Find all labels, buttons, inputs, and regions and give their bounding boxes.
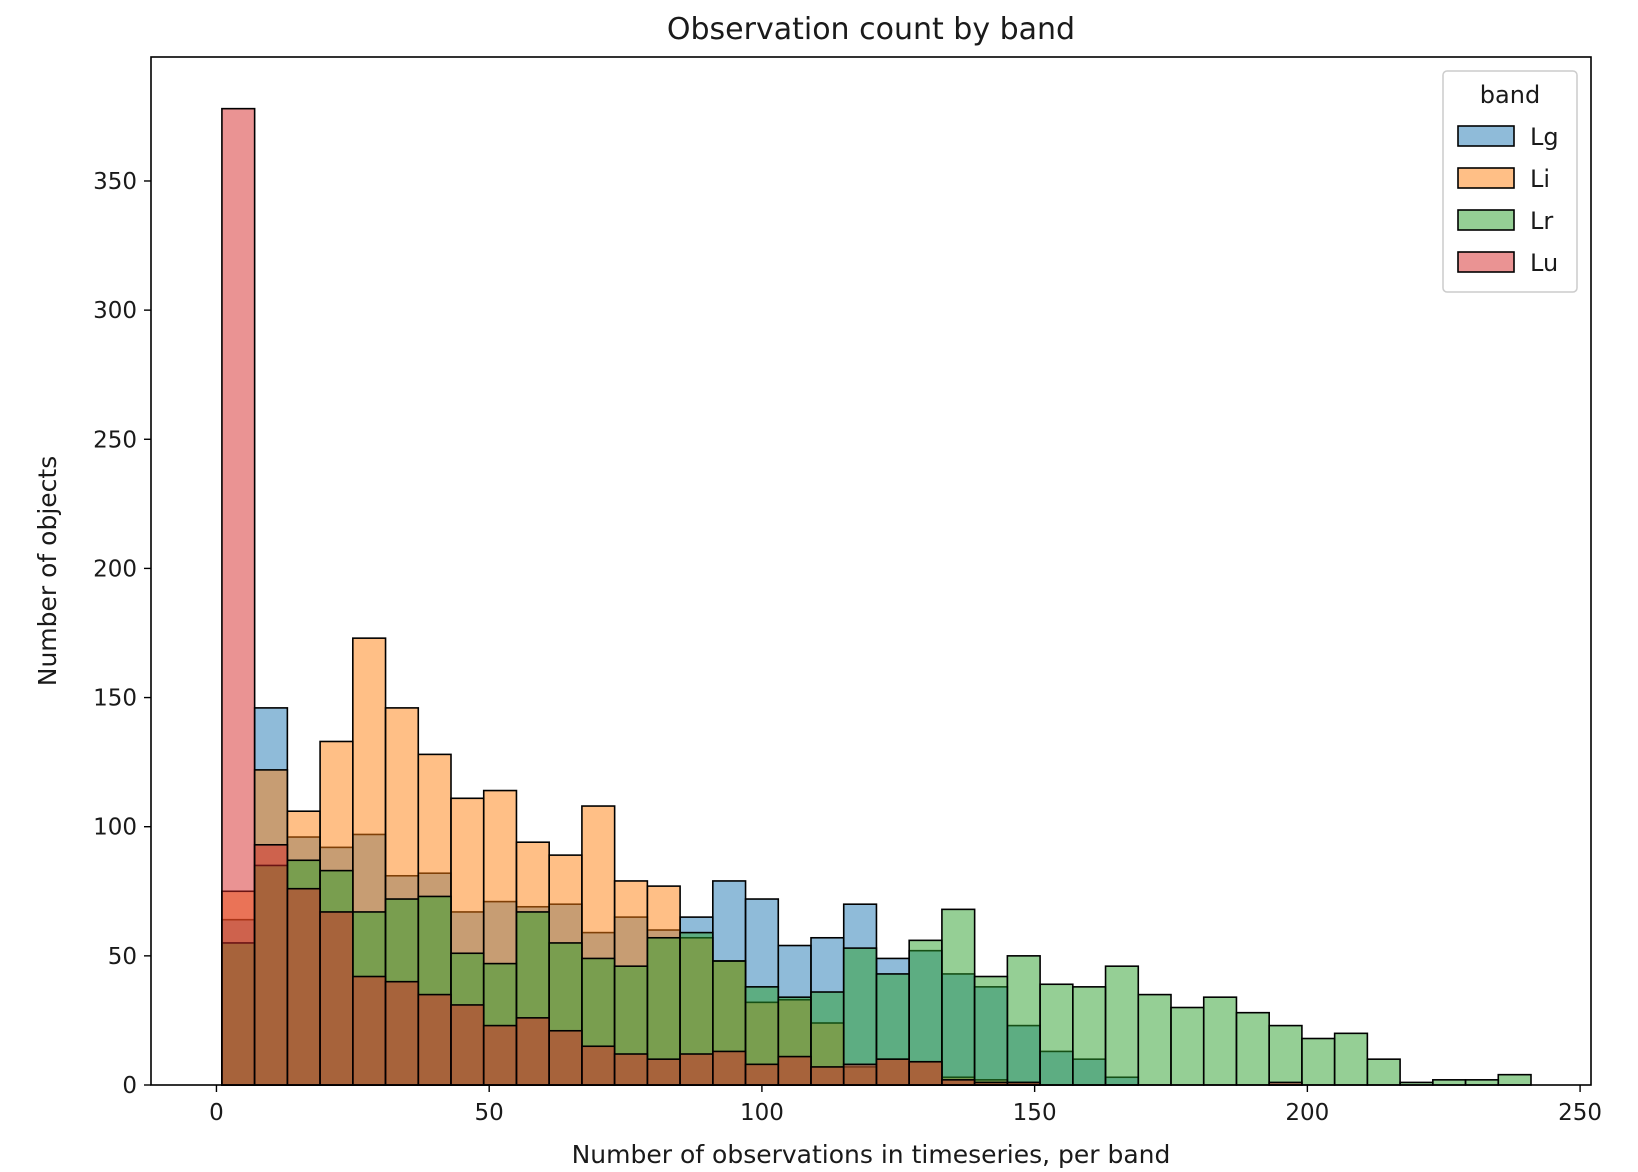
- bar-lu: [482, 1024, 518, 1086]
- legend-title: band: [1480, 81, 1540, 109]
- bar-lr: [1170, 1006, 1205, 1086]
- bar-lu: [417, 993, 452, 1086]
- bar-lr: [1137, 993, 1172, 1086]
- x-axis-label: Number of observations in timeseries, pe…: [572, 1140, 1171, 1169]
- y-tick-label: 150: [93, 686, 137, 712]
- bar-lr: [1268, 1024, 1303, 1086]
- legend-items: Lg Li Lr Lu: [1457, 123, 1559, 277]
- y-tick-label: 0: [122, 1073, 137, 1099]
- bar-lu: [712, 1050, 747, 1086]
- bar-lr: [941, 908, 976, 1086]
- bar-lu: [581, 1045, 616, 1086]
- bar-lu: [777, 1055, 812, 1086]
- legend-label-lg: Lg: [1530, 123, 1559, 151]
- bar-lu: [286, 887, 321, 1086]
- bar-lr: [1235, 1011, 1270, 1086]
- bar-lu: [744, 1063, 780, 1086]
- x-tick-label: 0: [209, 1100, 224, 1126]
- bar-lu: [613, 1053, 649, 1086]
- bar-lr: [1366, 1058, 1401, 1086]
- histogram-bars: [221, 107, 1532, 1086]
- legend-swatch-lr: [1457, 209, 1515, 231]
- plot-frame: [150, 56, 1592, 1086]
- legend-swatch-lu: [1457, 251, 1515, 273]
- bar-lu: [253, 843, 289, 1086]
- bar-lr: [1072, 986, 1107, 1086]
- bar-lu: [842, 1063, 878, 1086]
- bar-lr: [1039, 983, 1074, 1086]
- bar-lr: [1006, 955, 1041, 1086]
- legend-label-lu: Lu: [1530, 249, 1558, 277]
- bar-lr: [973, 975, 1009, 1086]
- bar-lr: [842, 947, 878, 1086]
- y-axis-label: Number of objects: [33, 456, 62, 686]
- y-tick-label: 350: [93, 169, 137, 195]
- legend-label-lr: Lr: [1530, 207, 1553, 235]
- legend: band Lg Li Lr Lu: [1442, 70, 1578, 293]
- y-axis-ticks: 0 50 100 150 200 250 300 350: [93, 169, 151, 1099]
- x-tick-label: 200: [1285, 1100, 1329, 1126]
- y-tick-label: 250: [93, 427, 137, 453]
- bar-lu: [515, 1017, 550, 1086]
- legend-swatch-lg: [1457, 125, 1515, 147]
- bar-lu: [908, 1060, 943, 1086]
- y-tick-label: 50: [108, 944, 137, 970]
- bar-lu: [810, 1066, 845, 1086]
- bar-lr: [1301, 1037, 1336, 1086]
- bar-lu: [319, 911, 354, 1086]
- x-tick-label: 100: [740, 1100, 784, 1126]
- y-tick-label: 100: [93, 815, 137, 841]
- bar-lu: [875, 1058, 910, 1086]
- bar-lu: [548, 1029, 583, 1086]
- legend-swatch-li: [1457, 167, 1515, 189]
- bar-lr: [1333, 1032, 1369, 1086]
- bar-lu: [221, 107, 256, 1086]
- y-tick-label: 300: [93, 298, 137, 324]
- y-tick-label: 200: [93, 556, 137, 582]
- bar-lu: [384, 980, 420, 1086]
- x-tick-label: 50: [475, 1100, 504, 1126]
- bar-lu: [352, 975, 387, 1086]
- bar-lu: [646, 1058, 681, 1086]
- bar-lu: [450, 1004, 485, 1086]
- bar-lu: [679, 1053, 714, 1086]
- bar-lr: [1497, 1073, 1532, 1086]
- x-tick-label: 250: [1558, 1100, 1602, 1126]
- chart-title: Observation count by band: [667, 12, 1075, 47]
- bar-lr: [1104, 965, 1140, 1086]
- x-axis-ticks: 0 50 100 150 200 250: [209, 1085, 1602, 1126]
- bar-lr: [1202, 996, 1238, 1086]
- x-tick-label: 150: [1013, 1100, 1057, 1126]
- legend-label-li: Li: [1530, 165, 1550, 193]
